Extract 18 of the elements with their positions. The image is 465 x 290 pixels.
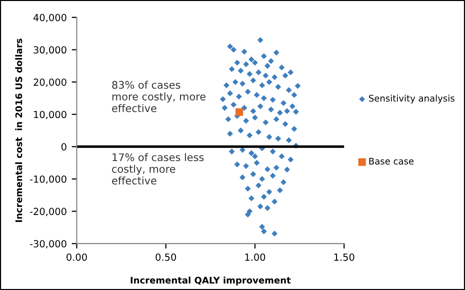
- x-tick-label: 1.50: [334, 253, 354, 261]
- y-tick-label: 30,000: [34, 46, 66, 55]
- x-tick-label: 1.00: [245, 253, 266, 261]
- x-tick-label: 0.00: [66, 253, 87, 261]
- x-axis-title: Incremental QALY improvement: [130, 276, 291, 286]
- y-tick-label: -20,000: [30, 208, 66, 216]
- annotation: 83% of cases more costly, more effective: [112, 80, 206, 112]
- y-tick-label: -30,000: [30, 240, 66, 248]
- y-tick-label: -10,000: [30, 175, 66, 184]
- y-tick-label: 10,000: [34, 110, 66, 120]
- y-tick-label: 0: [61, 143, 66, 150]
- y-axis-title: Incremental cost in 2016 US dollars: [15, 38, 22, 222]
- legend-label: Base case: [369, 158, 414, 165]
- legend-label: Sensitivity analysis: [369, 94, 454, 104]
- y-tick-label: 20,000: [34, 78, 66, 87]
- y-tick-label: 40,000: [33, 14, 66, 22]
- x-tick-label: 0.50: [156, 253, 176, 261]
- annotation: 17% of cases less costly, more effective: [112, 153, 204, 185]
